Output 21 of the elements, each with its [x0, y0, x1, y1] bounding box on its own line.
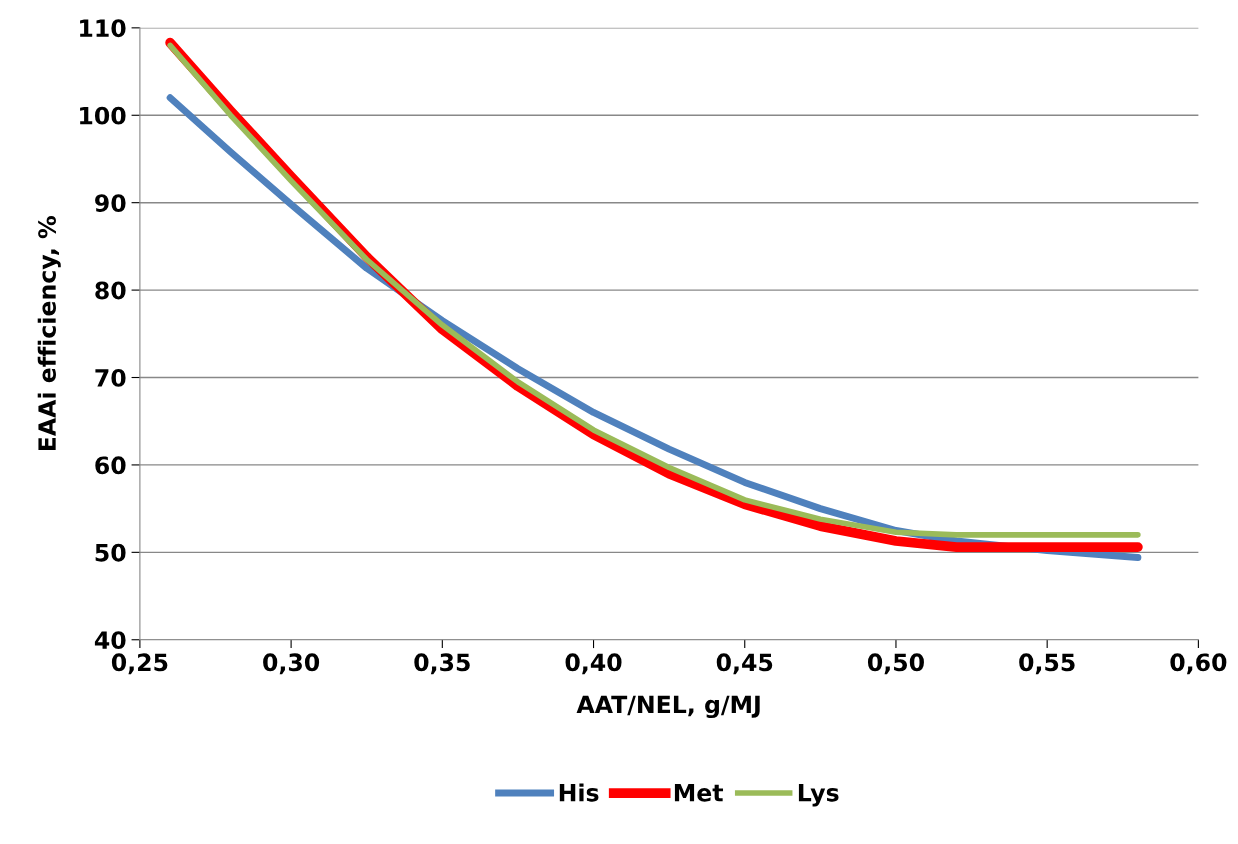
- y-tick-label: 90: [95, 194, 126, 212]
- x-tick-label: 0,55: [1019, 653, 1075, 675]
- x-tick-label: 0,60: [1170, 653, 1227, 675]
- y-tick-label: 40: [94, 631, 126, 650]
- y-tick-label: 70: [95, 368, 126, 387]
- x-tick-label: 0,45: [716, 653, 773, 675]
- y-axis-title: EAAi efficiency, %: [37, 216, 61, 451]
- x-tick-label: 0,40: [565, 653, 622, 675]
- x-tick-label: 0,35: [414, 653, 470, 675]
- y-tick-label: 50: [95, 543, 126, 562]
- x-tick-label: 0,30: [263, 653, 320, 675]
- legend-label: His: [559, 783, 599, 802]
- x-axis-title: AAT/NEL, g/MJ: [576, 695, 760, 719]
- x-tick-label: 0,50: [867, 653, 924, 675]
- y-tick-label: 80: [95, 281, 126, 300]
- x-tick-label: 0,25: [111, 653, 168, 675]
- y-tick-label: 60: [95, 456, 126, 475]
- y-tick-label: 100: [80, 106, 126, 125]
- legend-label: Met: [674, 784, 724, 802]
- legend-label: Lys: [798, 784, 839, 807]
- y-tick-label: 110: [80, 19, 126, 38]
